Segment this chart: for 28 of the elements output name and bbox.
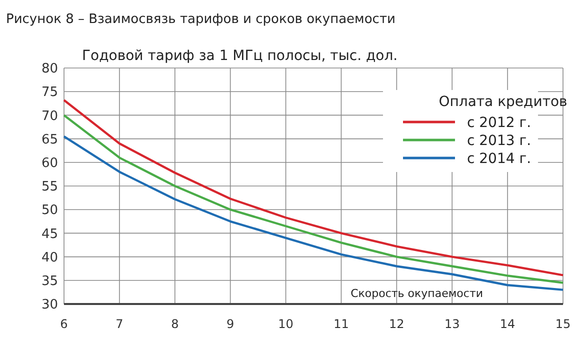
y-tick-label: 30 [41,298,58,313]
y-tick-label: 75 [41,85,58,100]
y-tick-label: 45 [41,226,58,242]
x-tick-label: 11 [334,317,349,331]
y-tick-label: 35 [41,274,58,289]
y-axis-title: Годовой тариф за 1 МГц полосы, тыс. дол. [82,48,398,64]
x-tick-label: 9 [226,317,234,331]
y-tick-label: 70 [41,108,58,124]
x-tick-label: 14 [500,317,516,331]
legend-label: с 2014 г. [467,150,532,167]
x-tick-label: 10 [278,317,294,331]
legend-label: с 2013 г. [467,132,532,149]
legend-title: Оплата кредитов [438,94,568,110]
x-tick-label: 7 [116,317,124,331]
x-tick-label: 8 [171,317,179,331]
y-tick-label: 55 [41,180,58,195]
x-tick-label: 13 [444,317,460,331]
y-tick-label: 80 [41,62,58,77]
y-tick-label: 50 [41,203,58,218]
x-tick-label: 15 [555,317,571,331]
y-tick-label: 40 [41,250,58,266]
legend-label: с 2012 г. [467,114,532,131]
x-tick-label: 12 [389,317,404,331]
chart-title: Рисунок 8 – Взаимосвязь тарифов и сроков окупаемости [6,12,396,27]
y-tick-label: 65 [41,132,58,148]
x-tick-label: 6 [60,317,68,331]
y-tick-label: 60 [41,156,58,171]
x-axis-title: Скорость окупаемости [350,287,483,300]
